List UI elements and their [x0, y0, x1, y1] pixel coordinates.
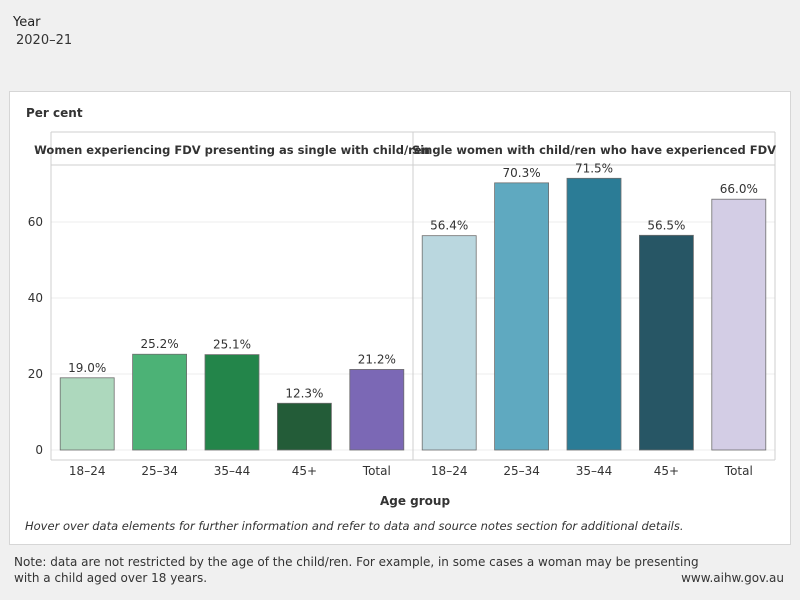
bar-value-label: 70.3% — [503, 166, 541, 180]
bar[interactable] — [349, 369, 405, 451]
panel-frames — [50, 131, 776, 461]
x-axis-label: Age group — [380, 494, 450, 508]
year-filter[interactable]: Year 2020–21 — [0, 0, 800, 90]
bar-value-label: 71.5% — [575, 161, 613, 175]
x-tick-label: Total — [362, 464, 391, 478]
bar-value-label: 19.0% — [68, 361, 106, 375]
site-url: www.aihw.gov.au — [681, 571, 784, 585]
bar-value-label: 56.4% — [430, 219, 468, 233]
bar-value-label: 12.3% — [285, 386, 323, 400]
bar[interactable] — [711, 198, 767, 451]
bar[interactable] — [132, 353, 187, 451]
x-tick-label: 25–34 — [503, 464, 540, 478]
bar[interactable] — [276, 402, 332, 451]
bar-value-label: 25.2% — [141, 337, 179, 351]
y-tick-label: 0 — [35, 443, 43, 457]
y-tick-label: 40 — [28, 291, 43, 305]
y-tick-label: 60 — [28, 215, 43, 229]
x-tick-label: 35–44 — [214, 464, 251, 478]
y-tick-label: 20 — [28, 367, 43, 381]
x-tick-label: 18–24 — [69, 464, 106, 478]
x-tick-label: 45+ — [654, 464, 679, 478]
hover-hint: Hover over data elements for further inf… — [25, 519, 683, 533]
bar[interactable] — [566, 177, 622, 451]
bar-value-label: 56.5% — [647, 218, 685, 232]
note-text-line-2: with a child aged over 18 years. — [14, 571, 208, 585]
x-tick-label: 35–44 — [576, 464, 613, 478]
bar[interactable] — [204, 354, 260, 451]
bar-value-label: 66.0% — [720, 182, 758, 196]
x-tick-label: Total — [724, 464, 753, 478]
chart-panel: Per cent 0 20 40 60 Women experiencing FDV … — [9, 91, 791, 545]
bar-value-label: 21.2% — [358, 352, 396, 366]
note-text-line-1: Note: data are not restricted by the age… — [14, 555, 699, 569]
panel-title: Women experiencing FDV presenting as sin… — [34, 143, 430, 157]
x-tick-label: 45+ — [292, 464, 317, 478]
panel-title: Single women with child/ren who have exp… — [412, 143, 776, 157]
bar[interactable] — [421, 235, 477, 451]
y-axis-ticks: 0 20 40 60 — [28, 215, 43, 457]
bar-value-label: 25.1% — [213, 338, 251, 352]
year-filter-label: Year — [13, 15, 41, 30]
bar[interactable] — [639, 234, 694, 451]
x-tick-label: 25–34 — [141, 464, 178, 478]
bar-chart: Per cent 0 20 40 60 Women experiencing FDV … — [25, 106, 776, 533]
bar[interactable] — [494, 182, 550, 451]
panel-women-experiencing-fdv: Women experiencing FDV presenting as sin… — [34, 143, 430, 478]
bar[interactable] — [59, 377, 115, 451]
y-axis-label: Per cent — [26, 106, 83, 120]
panel-single-women-with-children: Single women with child/ren who have exp… — [412, 143, 776, 478]
year-filter-value[interactable]: 2020–21 — [16, 33, 73, 48]
x-tick-label: 18–24 — [431, 464, 468, 478]
